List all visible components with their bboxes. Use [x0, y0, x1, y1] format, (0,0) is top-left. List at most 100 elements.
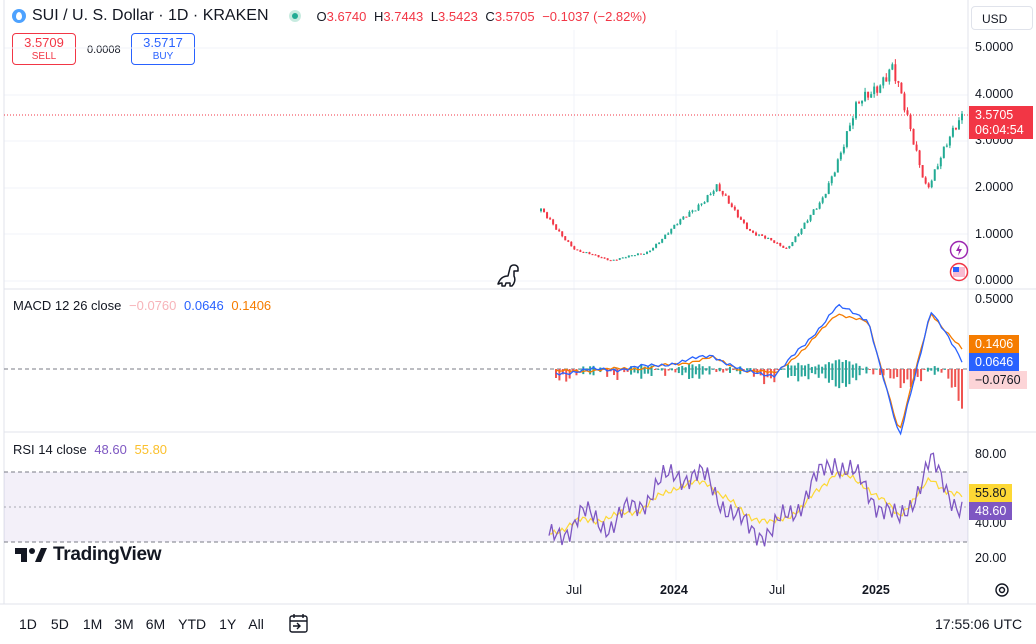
candle-body	[618, 258, 621, 260]
macd-hist-bar	[961, 369, 963, 409]
macd-hist-bar	[780, 368, 783, 370]
macd-hist-bar	[920, 369, 923, 382]
macd-hist-value: −0.0760	[129, 298, 177, 313]
macd-hist-bar	[705, 368, 708, 371]
price-candles	[540, 59, 963, 262]
macd-hist-bar	[957, 369, 960, 401]
candle-body	[573, 246, 576, 250]
timeframe-3m[interactable]: 3M	[114, 616, 134, 632]
buy-button[interactable]: 3.5717 BUY	[131, 33, 195, 65]
rsi-value: 48.60	[94, 442, 127, 457]
macd-hist-bar	[565, 369, 568, 382]
candle-body	[715, 184, 718, 192]
candle-body	[745, 222, 748, 229]
candle-body	[742, 219, 745, 223]
candle-body	[864, 91, 867, 101]
candle-body	[688, 211, 691, 217]
timeframe-1d[interactable]: 1D	[19, 616, 37, 632]
candle-body	[661, 238, 664, 243]
bar-countdown: 06:04:54	[975, 123, 1024, 137]
utc-clock[interactable]: 17:55:06 UTC	[935, 616, 1023, 632]
candle-body	[776, 242, 779, 244]
candle-body	[748, 228, 751, 231]
candle-body	[633, 255, 636, 257]
candle-body	[585, 252, 588, 254]
timeframe-1y[interactable]: 1Y	[219, 616, 237, 632]
candle-body	[609, 260, 612, 262]
candle-body	[770, 237, 773, 241]
candle-body	[718, 184, 721, 192]
rsi-legend[interactable]: RSI 14 close 48.60 55.80	[13, 442, 167, 457]
flag-us-icon[interactable]	[949, 262, 969, 282]
candle-body	[630, 255, 633, 257]
macd-hist-bar	[742, 369, 745, 371]
macd-hist-bar	[950, 369, 953, 388]
timeframe-all[interactable]: All	[248, 616, 264, 632]
rsi-axis-tick: 80.00	[975, 447, 1007, 461]
candle-body	[839, 152, 842, 160]
currency-selector[interactable]: USD	[971, 6, 1033, 30]
candle-body	[667, 233, 670, 235]
candle-body	[706, 195, 709, 203]
candle-body	[670, 228, 673, 234]
macd-hist-bar	[746, 368, 749, 371]
macd-hist-bar	[896, 369, 899, 378]
macd-hist-bar	[585, 368, 588, 371]
candle-body	[779, 242, 782, 246]
time-tick: Jul	[769, 583, 785, 597]
ohlc-open-key: O	[316, 8, 327, 24]
macd-line-tag: 0.0646	[969, 353, 1020, 371]
candle-body	[727, 195, 730, 204]
macd-hist-bar	[660, 368, 663, 371]
macd-hist-bar	[561, 369, 564, 375]
candle-body	[621, 257, 624, 259]
macd-histogram	[555, 359, 963, 409]
timeframe-6m[interactable]: 6M	[145, 616, 166, 632]
macd-hist-bar	[718, 367, 721, 372]
macd-hist-bar	[756, 369, 759, 374]
timeframe-1m[interactable]: 1M	[82, 616, 103, 632]
timeframe-ytd[interactable]: YTD	[178, 616, 207, 632]
macd-hist-bar	[725, 369, 728, 371]
tradingview-logo[interactable]: TradingView	[15, 544, 162, 566]
candle-body	[888, 69, 891, 82]
macd-hist-bar	[787, 364, 789, 378]
macd-hist-bar	[732, 369, 735, 370]
dino-icon[interactable]	[497, 264, 519, 287]
candle-body	[658, 242, 661, 244]
ohlc-close-key: C	[485, 8, 495, 24]
candle-body	[591, 254, 594, 256]
sell-button[interactable]: 3.5709 SELL	[12, 33, 76, 65]
macd-hist-bar	[872, 369, 875, 375]
macd-hist-bar	[858, 365, 861, 376]
candle-body	[549, 218, 552, 220]
date-range-icon[interactable]	[289, 614, 308, 633]
rsi-title: RSI 14 close	[13, 442, 87, 457]
price-tick: 2.0000	[975, 180, 1014, 194]
macd-hist-bar	[664, 369, 667, 376]
candle-body	[691, 210, 694, 212]
ohlc-low-key: L	[430, 8, 439, 24]
candle-body	[543, 208, 546, 213]
axis-settings-icon[interactable]	[995, 583, 1009, 597]
lightning-icon[interactable]	[949, 240, 969, 260]
macd-hist-bar	[729, 367, 731, 373]
macd-hist-bar	[814, 366, 817, 375]
macd-hist-bar	[947, 369, 950, 379]
macd-hist-bar	[582, 366, 585, 375]
candle-body	[827, 183, 830, 194]
macd-hist-bar	[821, 366, 824, 374]
candle-body	[797, 233, 800, 237]
candle-body	[594, 254, 597, 256]
timeframe-5d[interactable]: 5D	[50, 616, 69, 632]
macd-hist-bar	[776, 369, 779, 370]
candle-body	[694, 210, 697, 212]
macd-legend[interactable]: MACD 12 26 close −0.0760 0.0646 0.1406	[13, 298, 271, 313]
macd-hist-bar	[681, 365, 684, 376]
macd-hist-bar	[708, 366, 711, 375]
symbol-title[interactable]: SUI / U. S. Dollar · 1D · KRAKEN	[32, 7, 269, 24]
candle-body	[927, 183, 930, 188]
macd-hist-bar	[769, 369, 772, 379]
macd-hist-bar	[589, 366, 592, 375]
